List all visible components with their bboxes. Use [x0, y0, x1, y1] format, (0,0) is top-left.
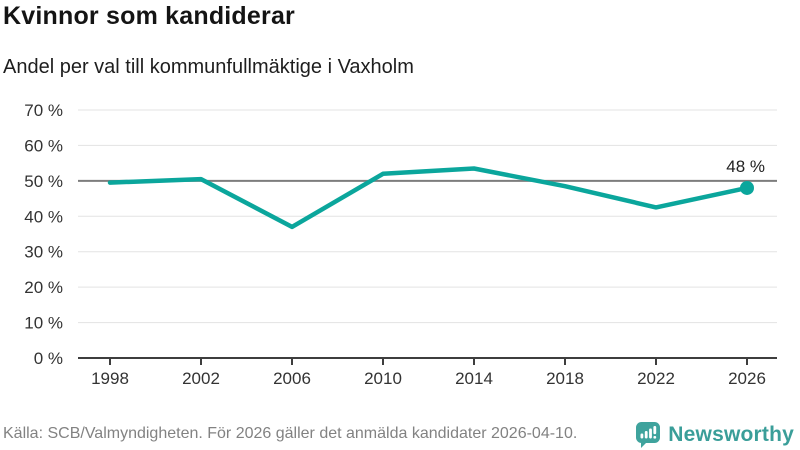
- chart-footer: Källa: SCB/Valmyndigheten. För 2026 gäll…: [0, 420, 800, 450]
- y-axis-tick-label: 0 %: [34, 349, 63, 368]
- y-axis-tick-label: 50 %: [24, 172, 63, 191]
- data-line-women-candidates: [107, 166, 750, 230]
- chart-title: Kvinnor som kandiderar: [3, 2, 295, 30]
- y-axis-tick-label: 60 %: [24, 136, 63, 155]
- y-axis-tick-label: 20 %: [24, 278, 63, 297]
- x-axis-tick-label: 2002: [182, 369, 220, 388]
- x-axis-tick-label: 2014: [455, 369, 493, 388]
- x-axis-tick-label: 2018: [546, 369, 584, 388]
- x-axis-tick-label: 2010: [364, 369, 402, 388]
- newsworthy-logo-text: Newsworthy: [668, 422, 794, 446]
- end-point-marker: [740, 180, 754, 195]
- y-axis-tick-label: 70 %: [24, 101, 63, 120]
- x-axis-tick-label: 1998: [91, 369, 129, 388]
- newsworthy-logo: Newsworthy: [634, 420, 794, 449]
- chart-subtitle: Andel per val till kommunfullmäktige i V…: [3, 56, 414, 78]
- y-axis-tick-label: 30 %: [24, 243, 63, 262]
- y-axis-tick-label: 10 %: [24, 314, 63, 333]
- x-axis-tick-label: 2026: [728, 369, 766, 388]
- source-note: Källa: SCB/Valmyndigheten. För 2026 gäll…: [3, 425, 578, 442]
- line-chart: 0 % 10 % 20 % 30 % 40 % 50 % 60 % 70 % 1998 2002 2…: [24, 101, 777, 388]
- end-point-value-label: 48 %: [726, 157, 765, 176]
- newsworthy-speech-bubble-chart-icon: [636, 422, 661, 448]
- x-axis-tick-label: 2006: [273, 369, 311, 388]
- y-axis-tick-label: 40 %: [24, 207, 63, 226]
- x-axis-tick-label: 2022: [637, 369, 675, 388]
